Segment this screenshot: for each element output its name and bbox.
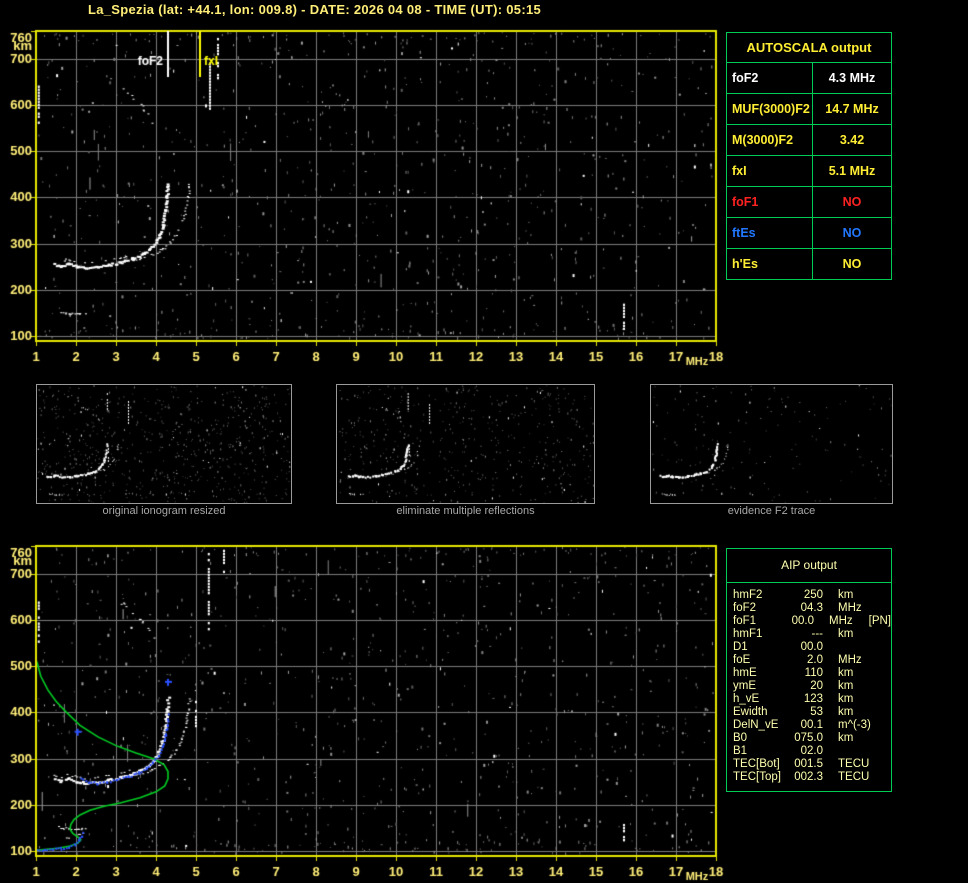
aip-row: foE 2.0 MHz — [733, 654, 891, 667]
aip-row-unit: MHz — [838, 654, 862, 666]
aip-row-unit: m^(-3) — [838, 719, 871, 731]
aip-row-label: TEC[Bot] — [733, 758, 780, 770]
thumbnail-evidence-f2-trace — [650, 384, 893, 504]
aip-row-label: foF1 — [733, 615, 757, 627]
thumbnail-eliminate-reflections — [336, 384, 595, 504]
aip-row-value: 002.3 — [794, 771, 823, 783]
autoscala-row: foF2 4.3 MHz — [727, 63, 891, 94]
aip-row-value: 00.1 — [800, 719, 823, 731]
autoscala-row: h'Es NO — [727, 249, 891, 279]
station-title: La_Spezia (lat: +44.1, lon: 009.8) - DAT… — [88, 2, 542, 17]
aip-row-unit: km — [838, 706, 854, 718]
aip-row: DelN_vE 00.1 m^(-3) — [733, 719, 891, 732]
aip-row: foF1 00.0 MHz [PN] — [733, 615, 891, 628]
autoscala-row-label: fxI — [727, 156, 813, 186]
aip-row-unit: km — [838, 589, 854, 601]
aip-row-value: 00.0 — [791, 615, 814, 627]
aip-output-table: AIP output hmF2 250 km foF2 04.3 MHz foF1 00.0 M… — [726, 548, 892, 792]
aip-row-unit: MHz — [828, 615, 853, 627]
autoscala-row-value: 14.7 MHz — [825, 102, 879, 116]
autoscala-row: ftEs NO — [727, 218, 891, 249]
aip-row-label: hmE — [733, 667, 757, 679]
autoscala-row-label: foF2 — [727, 63, 813, 93]
autoscala-row-value: 3.42 — [839, 133, 865, 147]
caption-evidence-f2-trace: evidence F2 trace — [727, 505, 816, 517]
aip-row-label: Ewidth — [733, 706, 768, 718]
aip-row-value: 075.0 — [794, 732, 823, 744]
aip-row-value: 110 — [804, 667, 823, 679]
bottom-ionogram-chart — [0, 540, 730, 883]
autoscala-row-label: M(3000)F2 — [727, 125, 813, 155]
aip-row-label: B1 — [733, 745, 748, 757]
aip-row: TEC[Top] 002.3 TECU — [733, 771, 891, 784]
aip-row-value: 20 — [810, 680, 823, 692]
aip-row-value: 250 — [803, 589, 823, 601]
aip-row: hmF1 --- km — [733, 628, 891, 641]
aip-row-label: B0 — [733, 732, 748, 744]
aip-row-unit: km — [838, 667, 854, 679]
aip-row: Ewidth 53 km — [733, 706, 891, 719]
aip-row-unit: km — [838, 680, 854, 692]
autoscala-row-label: foF1 — [727, 187, 813, 217]
aip-row-value: 2.0 — [807, 654, 823, 666]
aip-row: hmE 110 km — [733, 667, 891, 680]
aip-row-label: hmF1 — [733, 628, 763, 640]
autoscala-row-label: h'Es — [727, 249, 813, 279]
aip-row-label: hmF2 — [733, 589, 763, 601]
aip-row-label: ymE — [733, 680, 756, 692]
autoscala-row: MUF(3000)F2 14.7 MHz — [727, 94, 891, 125]
aip-row-tag: [PN] — [868, 615, 891, 627]
caption-eliminate-reflections: eliminate multiple reflections — [396, 505, 535, 517]
aip-row-value: --- — [811, 628, 824, 640]
caption-original-ionogram: original ionogram resized — [102, 505, 226, 517]
autoscala-row-value: 5.1 MHz — [828, 164, 876, 178]
aip-row-unit: km — [838, 693, 854, 705]
aip-row: ymE 20 km — [733, 680, 891, 693]
autoscala-row: M(3000)F2 3.42 — [727, 125, 891, 156]
aip-row-unit: km — [838, 732, 854, 744]
aip-row: hmF2 250 km — [733, 589, 891, 602]
autoscala-row-value: 4.3 MHz — [828, 71, 876, 85]
aip-table-title: AIP output — [727, 549, 891, 583]
aip-row-value: 04.3 — [800, 602, 823, 614]
aip-row: TEC[Bot] 001.5 TECU — [733, 758, 891, 771]
aip-row-value: 02.0 — [800, 745, 823, 757]
autoscala-row-label: ftEs — [727, 218, 813, 248]
top-ionogram-chart — [0, 25, 730, 375]
aip-row-value: 53 — [810, 706, 823, 718]
aip-row: foF2 04.3 MHz — [733, 602, 891, 615]
aip-row: B1 02.0 — [733, 745, 891, 758]
aip-row-label: h_vE — [733, 693, 760, 705]
aip-row-value: 00.0 — [800, 641, 823, 653]
aip-row-value: 001.5 — [794, 758, 823, 770]
aip-row-unit: MHz — [838, 602, 862, 614]
autoscala-row: fxI 5.1 MHz — [727, 156, 891, 187]
autoscala-row-label: MUF(3000)F2 — [727, 94, 813, 124]
autoscala-table-title: AUTOSCALA output — [727, 33, 891, 63]
autoscala-row-value: NO — [842, 226, 862, 240]
aip-row: D1 00.0 — [733, 641, 891, 654]
aip-row-label: TEC[Top] — [733, 771, 781, 783]
aip-row-value: 123 — [803, 693, 823, 705]
autoscala-row-value: NO — [842, 195, 862, 209]
aip-row-label: foE — [733, 654, 751, 666]
aip-row-label: D1 — [733, 641, 748, 653]
aip-row: B0 075.0 km — [733, 732, 891, 745]
aip-row-unit: TECU — [838, 758, 870, 770]
aip-row-unit: km — [838, 628, 854, 640]
autoscala-row-value: NO — [842, 257, 862, 271]
aip-row-label: DelN_vE — [733, 719, 779, 731]
aip-row-label: foF2 — [733, 602, 757, 614]
thumbnail-original-ionogram — [36, 384, 292, 504]
autoscala-row: foF1 NO — [727, 187, 891, 218]
aip-row-unit: TECU — [838, 771, 870, 783]
aip-row: h_vE 123 km — [733, 693, 891, 706]
autoscala-output-table: AUTOSCALA output foF2 4.3 MHz MUF(3000)F2 1… — [726, 32, 892, 280]
